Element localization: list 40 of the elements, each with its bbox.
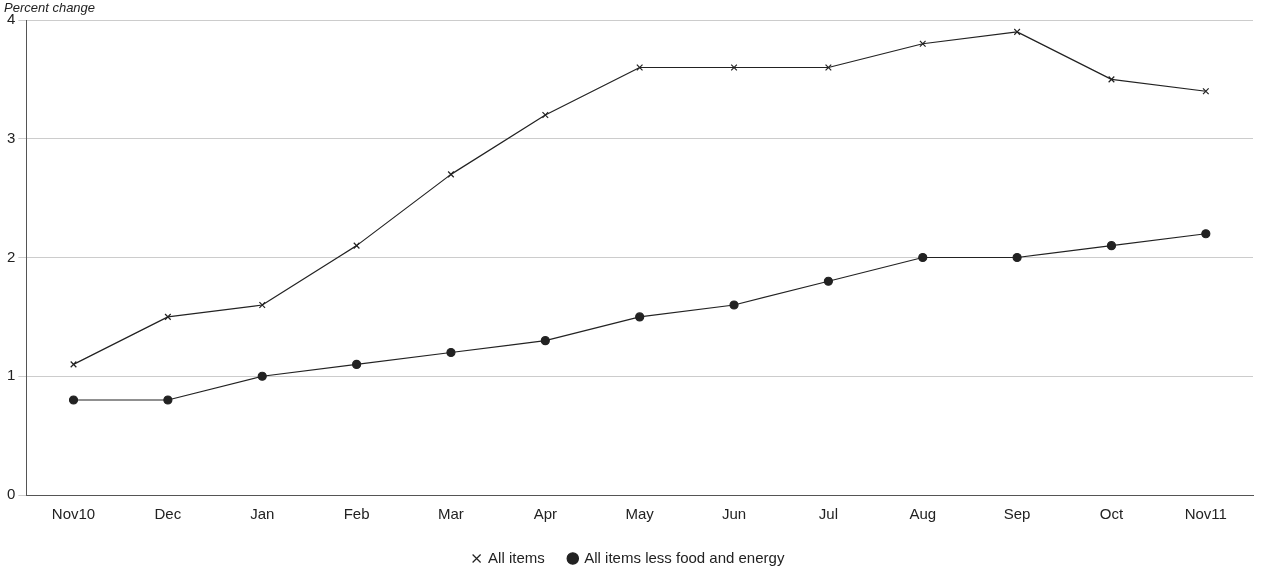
x-tick-label: Nov10 [51,505,96,523]
x-tick-label: Sep [1003,505,1031,523]
x-tick-label: Feb [343,505,370,523]
x-tick-label: Mar [438,505,464,523]
point [729,300,739,310]
y-tick-label: 2 [7,247,16,265]
x-tick-label: Nov11 [1184,505,1227,523]
x-tick-label: Jul [818,505,838,523]
point [68,395,79,405]
point [446,347,456,358]
point [1108,75,1115,83]
point [1106,241,1117,251]
point [258,301,266,309]
point [70,360,77,368]
point [257,371,267,381]
x-tick-label: Jan [250,505,275,523]
point [447,170,455,178]
point [918,252,928,263]
x-tick-label: Dec [154,505,182,523]
point [636,64,644,71]
x-tick-label: Jun [721,505,747,523]
point [541,111,549,119]
legend-label: All items less food and energy [584,548,785,566]
y-tick-label: 0 [7,485,16,503]
x-tick-label: Apr [533,505,557,523]
x-tick-label: Aug [909,505,937,523]
legend-label: All items [488,548,545,566]
point [824,64,832,71]
point [540,336,550,346]
point [163,395,173,405]
x-tick-label: Oct [1099,505,1124,523]
y-tick-label: 3 [7,128,16,146]
point [1012,252,1022,263]
point [352,359,362,369]
y-tick-label: 1 [7,366,16,384]
x-tick-label: May [625,505,655,523]
point [730,64,738,71]
point [1201,229,1211,239]
point [635,312,645,322]
point [823,276,833,286]
